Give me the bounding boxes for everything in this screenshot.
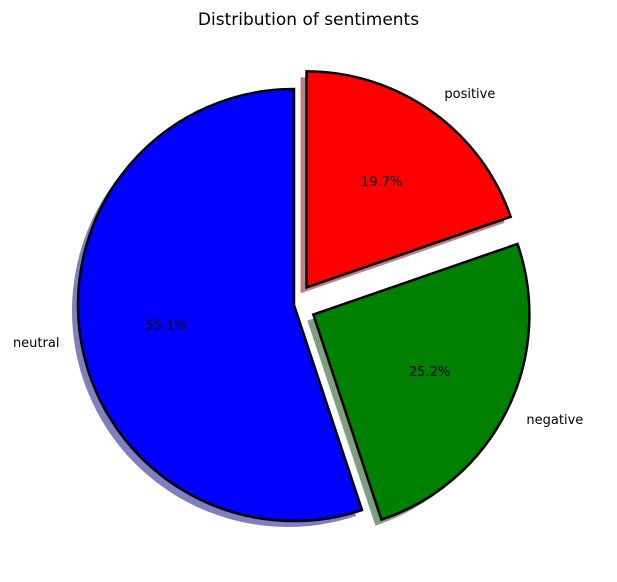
- slice-label-neutral: neutral: [13, 336, 60, 351]
- pie-slice-positive: [305, 70, 513, 290]
- slice-percent-neutral: 55.1%: [145, 319, 186, 334]
- pie-slice-negative: [311, 242, 531, 522]
- slice-percent-negative: 25.2%: [409, 365, 450, 380]
- chart-title: Distribution of sentiments: [198, 10, 419, 30]
- slice-percent-positive: 19.7%: [361, 175, 402, 190]
- pie-slices: [76, 70, 531, 523]
- slice-label-positive: positive: [444, 87, 495, 102]
- slice-label-negative: negative: [526, 413, 583, 428]
- slice-labels: neutral 55.1% negative 25.2% positive 19.7%: [13, 87, 583, 428]
- pie-slice-neutral: [76, 87, 364, 523]
